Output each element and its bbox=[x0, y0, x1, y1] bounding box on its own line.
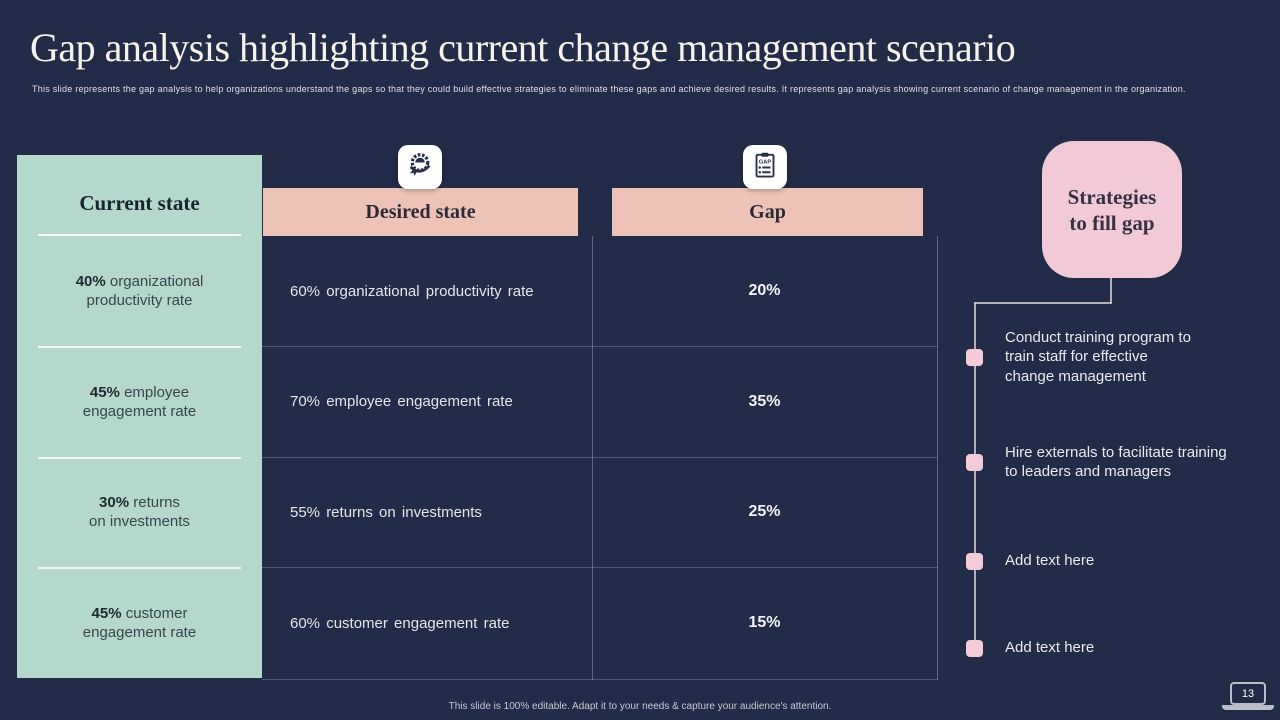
strategy-item-2: Hire externals to facilitate training to… bbox=[966, 442, 1227, 482]
table-column-divider bbox=[592, 236, 593, 680]
svg-text:GAP: GAP bbox=[759, 159, 772, 165]
strategies-title-box: Strategies to fill gap bbox=[1042, 141, 1182, 278]
current-state-header: Current state bbox=[79, 191, 200, 215]
current-state-underline bbox=[38, 234, 241, 236]
gap-cell-3: 25% bbox=[748, 503, 781, 520]
current-state-column: Current state 40% organizational product… bbox=[17, 155, 262, 678]
current-state-cell-4: 45% customer engagement rate bbox=[82, 604, 197, 641]
connector-line bbox=[1110, 278, 1112, 303]
table-row-line bbox=[262, 457, 938, 458]
page-title: Gap analysis highlighting current change… bbox=[30, 25, 1016, 70]
gap-header: Gap bbox=[612, 188, 923, 236]
gap-cell-2: 35% bbox=[748, 392, 781, 410]
add-text-placeholder[interactable]: Add text here bbox=[1005, 552, 1095, 570]
connector-line bbox=[974, 302, 976, 649]
footer-note: This slide is 100% editable. Adapt it to… bbox=[448, 701, 832, 712]
table-bottom-line bbox=[262, 679, 938, 680]
strategy-item-1: Conduct training program to train staff … bbox=[966, 327, 1191, 387]
row-separator bbox=[38, 567, 241, 569]
desired-state-cell-4: 60% customer engagement rate bbox=[290, 614, 510, 632]
table-right-border bbox=[937, 236, 938, 680]
current-state-cell-3: 30% returns on investments bbox=[89, 494, 190, 530]
desired-state-icon-chip bbox=[398, 145, 442, 189]
desired-state-cell-2: 70% employee engagement rate bbox=[290, 393, 513, 410]
award-rosette-icon bbox=[405, 150, 435, 185]
connector-line bbox=[974, 302, 1112, 304]
add-text-placeholder[interactable]: Add text here bbox=[1005, 639, 1095, 657]
table-row-line bbox=[262, 567, 938, 568]
slide-subtitle: This slide represents the gap analysis t… bbox=[32, 84, 1186, 94]
row-separator bbox=[38, 457, 241, 459]
gap-cell-1: 20% bbox=[748, 282, 781, 299]
gap-icon-chip: GAP bbox=[743, 145, 787, 189]
gap-clipboard-icon: GAP bbox=[750, 150, 780, 185]
strategy-bullet-icon bbox=[966, 552, 983, 570]
page-number: 13 bbox=[1241, 687, 1255, 700]
current-state-cell-2: 45% employee engagement rate bbox=[82, 383, 197, 420]
desired-state-header: Desired state bbox=[263, 188, 578, 236]
strategy-item-4[interactable]: Add text here bbox=[966, 636, 1094, 660]
row-separator bbox=[38, 346, 241, 348]
strategy-bullet-icon bbox=[966, 639, 983, 657]
current-state-cell-1: 40% organizational productivity rate bbox=[75, 273, 204, 309]
strategy-bullet-icon bbox=[966, 453, 983, 471]
laptop-icon-base bbox=[1222, 705, 1274, 710]
gap-cell-4: 15% bbox=[748, 614, 781, 631]
table-row-line bbox=[262, 346, 938, 347]
desired-state-cell-3: 55% returns on investments bbox=[290, 503, 482, 521]
page-number-laptop-icon: 13 bbox=[1230, 682, 1266, 705]
desired-state-cell-1: 60% organizational productivity rate bbox=[290, 282, 534, 300]
strategy-item-3[interactable]: Add text here bbox=[966, 549, 1094, 573]
strategy-bullet-icon bbox=[966, 348, 983, 366]
